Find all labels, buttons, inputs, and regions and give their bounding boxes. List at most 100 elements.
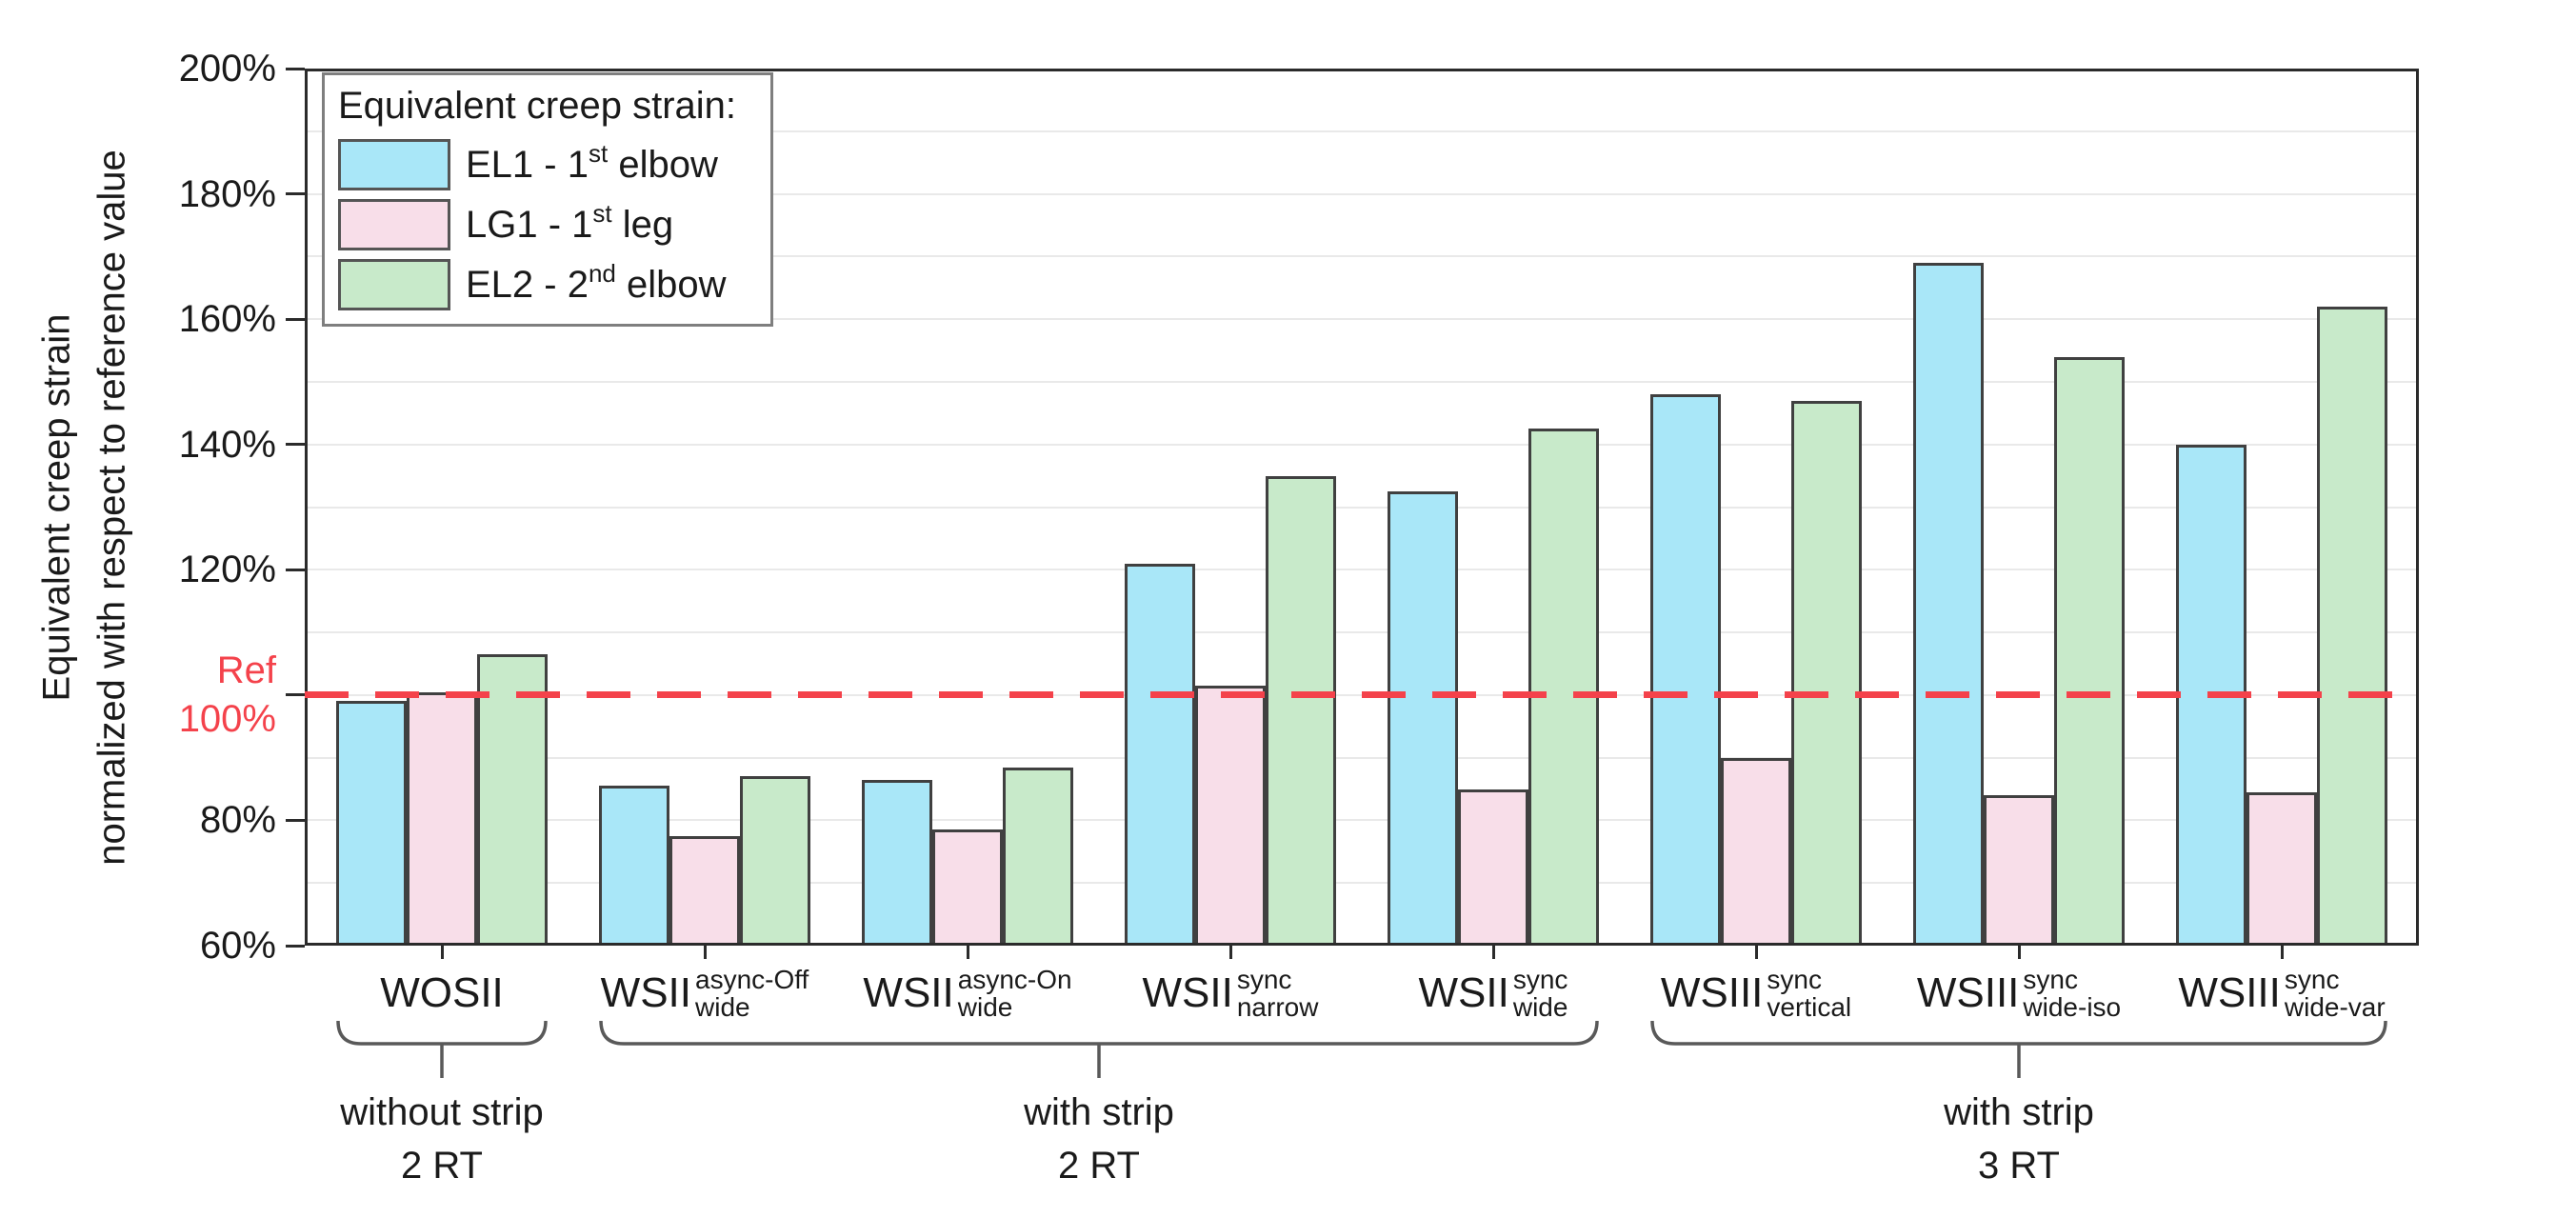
bar-lg1-1 — [669, 835, 740, 946]
x-label-subscript: wide — [957, 992, 1013, 1022]
bar-el1-5 — [1650, 394, 1721, 946]
x-label-superscript: sync — [1236, 965, 1292, 994]
gridline-160 — [305, 318, 2419, 321]
brace-caption-2: with strip 3 RT — [1724, 1086, 2314, 1192]
x-label-subscript: wide — [695, 992, 750, 1022]
brace-2 — [1650, 1020, 2387, 1078]
y-tick-label-160: 160% — [178, 298, 276, 341]
x-label-subscript: wide-iso — [2023, 992, 2122, 1022]
gridline-130 — [305, 506, 2419, 509]
brace-caption-line: 2 RT — [401, 1145, 483, 1187]
brace-caption-0: without strip 2 RT — [147, 1086, 737, 1192]
x-tick-1 — [703, 946, 707, 959]
x-tick-5 — [1754, 946, 1758, 959]
x-label-base: WSIII — [1660, 969, 1764, 1016]
bar-el1-1 — [599, 786, 669, 946]
x-label-scripts: sync narrow — [1237, 966, 1319, 1021]
y-tick-180 — [286, 192, 305, 196]
x-tick-2 — [966, 946, 969, 959]
y-tick-200 — [286, 67, 305, 70]
y-tick-100 — [286, 693, 305, 697]
x-label-scripts: async-Off wide — [695, 966, 809, 1021]
plot-area-border — [305, 69, 2419, 946]
gridline-180 — [305, 192, 2419, 195]
bar-el2-5 — [1791, 400, 1862, 946]
y-tick-160 — [286, 317, 305, 321]
legend-title: Equivalent creep strain: — [338, 85, 737, 127]
x-label-superscript: async-Off — [695, 965, 809, 994]
x-tick-label-5: WSIII sync vertical — [1547, 964, 1966, 1023]
x-label-base: WSIII — [2178, 969, 2281, 1016]
gridline-110 — [305, 631, 2419, 634]
gridline-70 — [305, 882, 2419, 885]
x-label-base: WSII — [863, 969, 954, 1016]
bar-lg1-2 — [932, 829, 1003, 946]
x-tick-label-0: WOSII — [232, 964, 651, 1023]
brace-0 — [336, 1020, 548, 1078]
legend-label-1: LG1 - 1st leg — [466, 198, 674, 246]
x-label-superscript: sync — [2284, 965, 2340, 994]
bar-el2-0 — [477, 654, 548, 946]
gridline-140 — [305, 443, 2419, 446]
bar-el1-6 — [1913, 262, 1984, 946]
x-tick-label-2: WSII async-On wide — [758, 964, 1177, 1023]
brace-caption-line: with strip — [1024, 1091, 1174, 1133]
brace-caption-line: with strip — [1944, 1091, 2094, 1133]
legend-item-0: EL1 - 1st elbow — [338, 139, 757, 190]
reference-line-label: Ref 100% — [95, 647, 276, 744]
x-tick-label-4: WSII sync wide — [1284, 964, 1703, 1023]
x-label-subscript: vertical — [1767, 992, 1852, 1022]
y-tick-label-140: 140% — [178, 423, 276, 466]
bar-lg1-4 — [1458, 789, 1528, 946]
bar-lg1-3 — [1195, 685, 1266, 946]
x-label-superscript: async-On — [957, 965, 1072, 994]
brace-caption-1: with strip 2 RT — [804, 1086, 1394, 1192]
x-label-base: WSII — [1418, 969, 1509, 1016]
y-tick-label-180: 180% — [178, 172, 276, 215]
legend-label-0: EL1 - 1st elbow — [466, 138, 718, 186]
brace-caption-line: without strip — [340, 1091, 544, 1133]
legend-item-1: LG1 - 1st leg — [338, 199, 757, 250]
bar-el2-7 — [2317, 306, 2387, 946]
x-label-scripts: sync vertical — [1767, 966, 1851, 1021]
y-tick-60 — [286, 944, 305, 948]
y-tick-label-200: 200% — [178, 48, 276, 90]
y-tick-label-60: 60% — [199, 925, 276, 967]
y-axis-title-line1: Equivalent creep strain — [35, 313, 77, 701]
x-label-scripts: sync wide-iso — [2023, 966, 2121, 1021]
bar-el1-3 — [1125, 563, 1195, 946]
x-label-base: WSII — [1142, 969, 1233, 1016]
y-tick-label-80: 80% — [199, 799, 276, 842]
gridline-80 — [305, 819, 2419, 822]
x-label-scripts: async-On wide — [958, 966, 1072, 1021]
gridline-170 — [305, 255, 2419, 258]
x-label-subscript: narrow — [1236, 992, 1319, 1022]
x-label-scripts: sync wide — [1513, 966, 1568, 1021]
gridline-150 — [305, 380, 2419, 383]
x-label-superscript: sync — [1512, 965, 1568, 994]
gridline-190 — [305, 130, 2419, 132]
x-tick-label-6: WSIII sync wide-iso — [1809, 964, 2228, 1023]
x-tick-6 — [2017, 946, 2021, 959]
brace-1 — [599, 1020, 1599, 1078]
reference-label-line1: Ref — [216, 649, 276, 691]
x-tick-7 — [2280, 946, 2284, 959]
reference-label-line2: 100% — [178, 697, 276, 740]
x-label-superscript: sync — [2023, 965, 2078, 994]
x-tick-label-3: WSII sync narrow — [1021, 964, 1440, 1023]
x-label-subscript: wide — [1512, 992, 1568, 1022]
brace-caption-line: 2 RT — [1058, 1145, 1140, 1187]
x-label-base: WSIII — [1916, 969, 2020, 1016]
x-label-superscript: sync — [1767, 965, 1822, 994]
bar-lg1-5 — [1721, 757, 1791, 946]
x-label-base: WOSII — [380, 969, 504, 1016]
ordinal-superscript: st — [592, 198, 612, 228]
bar-el2-2 — [1003, 767, 1073, 946]
bar-el1-2 — [862, 779, 932, 946]
reference-line — [305, 691, 2419, 699]
x-label-subscript: wide-var — [2284, 992, 2386, 1022]
ordinal-superscript: nd — [588, 258, 616, 288]
y-tick-140 — [286, 443, 305, 447]
x-tick-label-7: WSIII sync wide-var — [2072, 964, 2491, 1023]
